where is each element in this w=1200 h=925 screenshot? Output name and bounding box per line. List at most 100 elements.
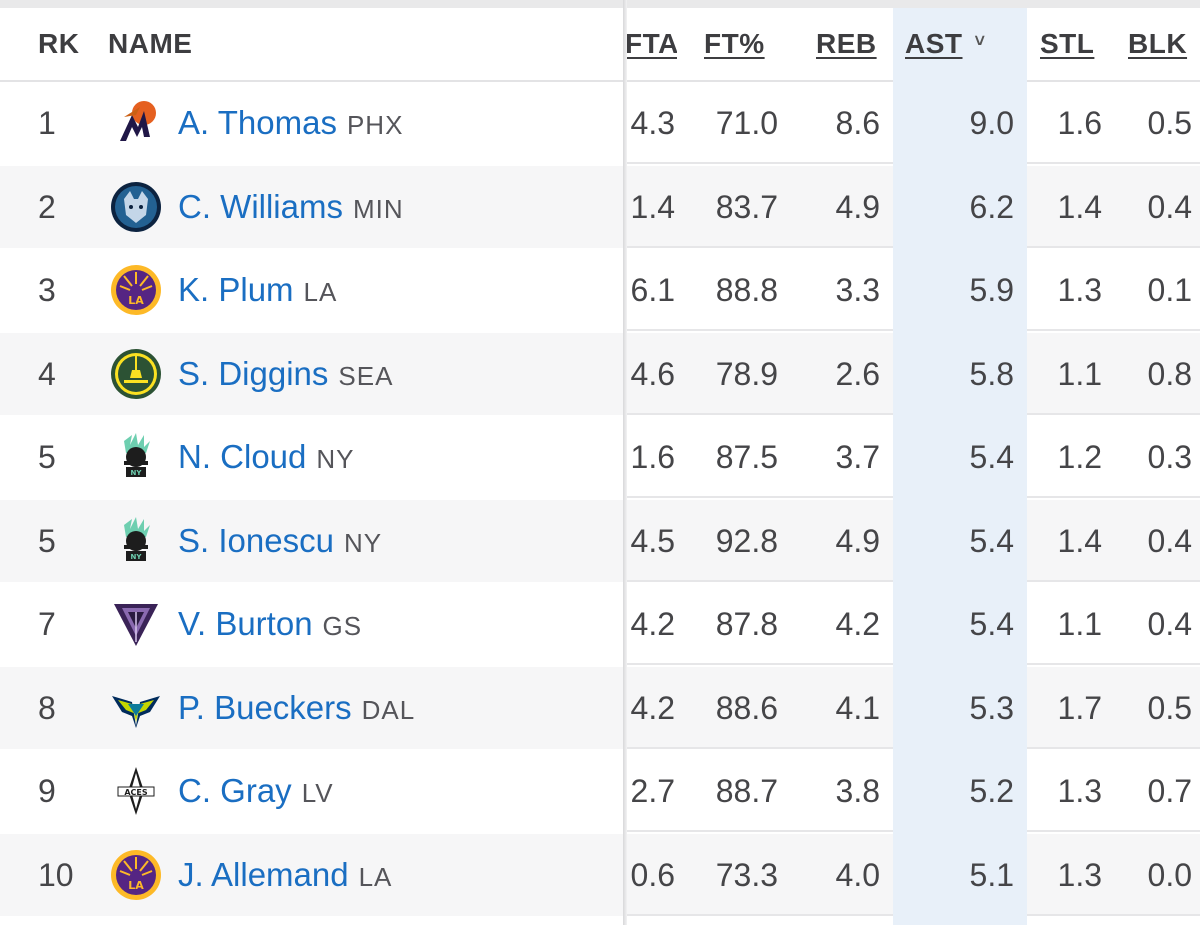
minnesota-lynx-logo[interactable]: [110, 181, 162, 233]
team-abbreviation: DAL: [361, 694, 416, 725]
frozen-name-cell: [0, 833, 624, 916]
header-ftp[interactable]: FT%: [704, 28, 765, 59]
frozen-name-cell: [0, 416, 624, 498]
new-york-liberty-logo[interactable]: NY: [110, 431, 162, 483]
fta-cell: 4.6: [630, 355, 675, 392]
fta-cell: 1.6: [630, 439, 675, 475]
player-name-link[interactable]: S. Diggins SEA: [178, 333, 393, 415]
header-name[interactable]: NAME: [108, 28, 193, 59]
blk-cell: 0.5: [1147, 105, 1192, 141]
frozen-name-cell: [0, 750, 624, 832]
frozen-name-cell: [0, 82, 624, 164]
ast-cell: 5.2: [969, 773, 1014, 809]
player-name[interactable]: V. Burton: [178, 605, 313, 642]
stl-cell: 1.2: [1057, 439, 1102, 475]
stl-cell: 1.1: [1057, 355, 1102, 392]
blk-cell: 0.4: [1147, 522, 1192, 559]
svg-text:ACES: ACES: [124, 788, 148, 797]
player-name-link[interactable]: C. Williams MIN: [178, 166, 404, 248]
player-name[interactable]: K. Plum: [178, 271, 294, 308]
reb-cell: 8.6: [835, 105, 880, 141]
stl-cell: 1.3: [1057, 773, 1102, 809]
table-row: 7 V. Burton GS 4.2 87.8 4.2 5.4 1.1 0.4: [0, 583, 1200, 665]
player-name-link[interactable]: V. Burton GS: [178, 583, 362, 665]
team-abbreviation: LA: [358, 861, 393, 892]
ast-cell: 5.4: [969, 522, 1014, 559]
team-abbreviation: SEA: [338, 360, 394, 391]
reb-cell: 4.2: [835, 606, 880, 642]
frozen-name-cell: [0, 165, 624, 248]
table-row: 5 NY N. Cloud NY 1.6 87.5 3.7 5.4 1.2 0.3: [0, 416, 1200, 498]
reb-cell: 2.6: [835, 355, 880, 392]
reb-cell: 3.7: [835, 439, 880, 475]
svg-text:NY: NY: [131, 469, 143, 477]
golden-state-valkyries-logo[interactable]: [110, 598, 162, 650]
header-reb[interactable]: REB: [816, 28, 877, 59]
sorted-column-highlight: [893, 8, 1027, 925]
player-name[interactable]: J. Allemand: [178, 855, 349, 893]
ftp-cell: 83.7: [715, 188, 778, 225]
player-name-link[interactable]: N. Cloud NY: [178, 416, 355, 498]
player-name-link[interactable]: S. Ionescu NY: [178, 500, 382, 582]
rank-cell: 9: [38, 773, 56, 809]
stl-cell: 1.4: [1057, 522, 1102, 559]
fta-cell: 4.2: [630, 689, 675, 726]
player-name[interactable]: S. Ionescu: [178, 521, 334, 559]
team-abbreviation: GS: [322, 611, 363, 641]
los-angeles-sparks-logo[interactable]: LA: [110, 264, 162, 316]
stl-cell: 1.7: [1057, 689, 1102, 726]
player-name[interactable]: P. Bueckers: [178, 688, 352, 726]
seattle-storm-logo[interactable]: [110, 348, 162, 400]
table-row: 3 LA K. Plum LA 6.1 88.8 3.3 5.9 1.3 0.1: [0, 249, 1200, 331]
ast-cell: 6.2: [969, 188, 1014, 225]
table-row: 10 LA J. Allemand LA 0.6 73.3 4.0 5.1 1.3 0.0: [0, 833, 1200, 916]
ftp-cell: 71.0: [715, 105, 778, 141]
player-name-link[interactable]: P. Bueckers DAL: [178, 667, 415, 749]
player-name[interactable]: C. Gray: [178, 772, 292, 809]
blk-cell: 0.3: [1147, 439, 1192, 475]
new-york-liberty-logo[interactable]: NY: [110, 515, 162, 567]
los-angeles-sparks-logo[interactable]: LA: [110, 849, 162, 901]
svg-text:LA: LA: [128, 294, 144, 307]
header-ast-sorted[interactable]: AST ˅: [905, 28, 986, 60]
rank-cell: 3: [38, 272, 56, 308]
rank-cell: 5: [38, 439, 56, 475]
ast-cell: 5.3: [969, 689, 1014, 726]
player-name-link[interactable]: A. Thomas PHX: [178, 82, 403, 164]
chevron-down-icon: ˅: [974, 31, 986, 51]
table-row: 8 P. Bueckers DAL 4.2 88.6 4.1 5.3 1.7 0.5: [0, 666, 1200, 749]
ast-cell: 9.0: [969, 105, 1014, 141]
header-stl[interactable]: STL: [1040, 28, 1095, 59]
player-name[interactable]: C. Williams: [178, 187, 343, 225]
dallas-wings-logo[interactable]: [110, 682, 162, 734]
ftp-cell: 87.5: [715, 439, 778, 475]
player-name-link[interactable]: C. Gray LV: [178, 750, 334, 832]
player-name[interactable]: A. Thomas: [178, 104, 337, 141]
ast-cell: 5.4: [969, 606, 1014, 642]
player-name[interactable]: N. Cloud: [178, 438, 307, 475]
table-row: 9 ACES C. Gray LV 2.7 88.7 3.8 5.2 1.3 0.7: [0, 750, 1200, 832]
table-row: 5 NY S. Ionescu NY 4.5 92.8 4.9 5.4 1.4 0.4: [0, 499, 1200, 582]
ftp-cell: 87.8: [715, 606, 778, 642]
phoenix-mercury-logo[interactable]: [110, 97, 162, 149]
player-name-link[interactable]: K. Plum LA: [178, 249, 337, 331]
rank-cell: 5: [38, 522, 56, 559]
blk-cell: 0.8: [1147, 355, 1192, 392]
header-fta[interactable]: FTA: [625, 28, 677, 59]
stl-cell: 1.3: [1057, 856, 1102, 893]
fta-cell: 4.3: [630, 105, 675, 141]
ftp-cell: 88.8: [715, 272, 778, 308]
header-blk[interactable]: BLK: [1128, 28, 1188, 59]
frozen-name-cell: [0, 249, 624, 331]
stl-cell: 1.4: [1057, 188, 1102, 225]
header-rk[interactable]: RK: [38, 28, 80, 59]
table-row: 1 A. Thomas PHX 4.3 71.0 8.6 9.0 1.6 0.5: [0, 82, 1200, 164]
table-row: 4 S. Diggins SEA 4.6 78.9 2.6 5.8 1.1 0.8: [0, 332, 1200, 415]
las-vegas-aces-logo[interactable]: ACES: [110, 765, 162, 817]
reb-cell: 4.0: [835, 856, 880, 893]
rank-cell: 7: [38, 606, 56, 642]
svg-text:NY: NY: [131, 553, 143, 561]
player-name-link[interactable]: J. Allemand LA: [178, 834, 392, 916]
player-name[interactable]: S. Diggins: [178, 354, 329, 392]
